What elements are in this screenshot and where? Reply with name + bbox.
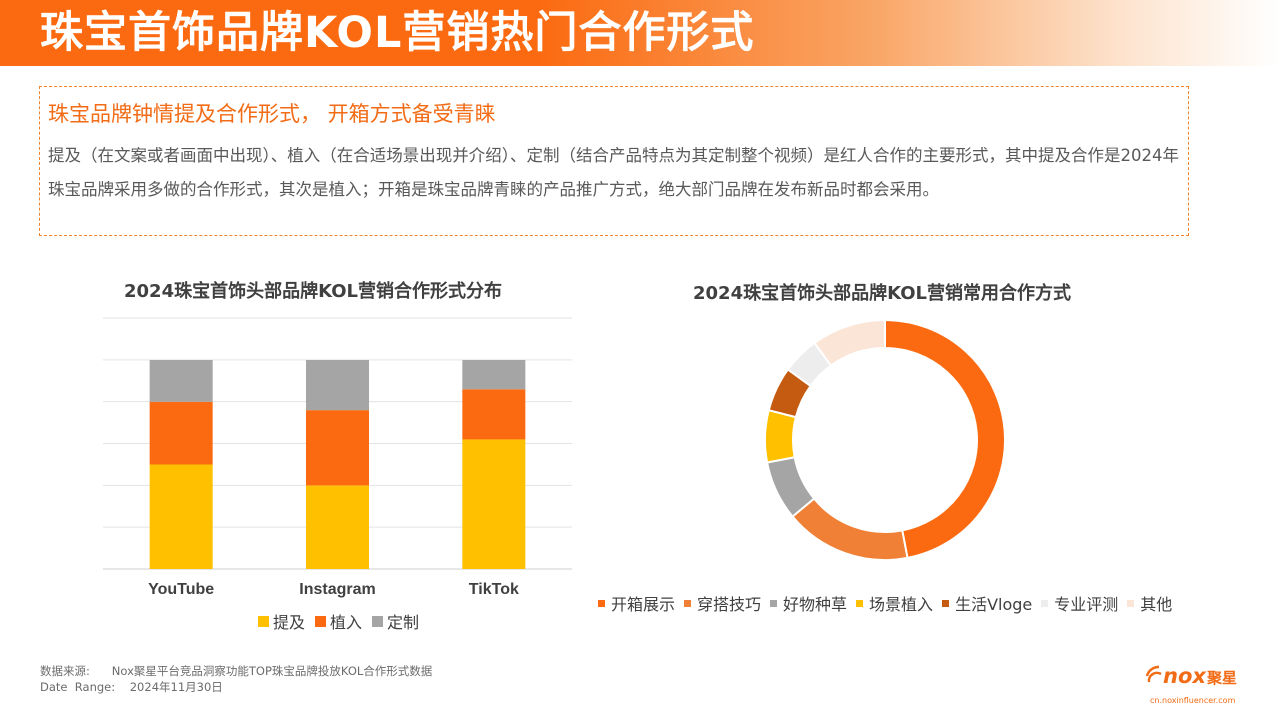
legend-swatch [1127,599,1135,607]
legend-item: 场景植入 [856,591,933,615]
legend-swatch [598,599,605,607]
bar-segment [306,485,369,569]
legend-swatch [372,615,384,627]
footer-source: 数据来源: Nox聚星平台竞品洞察功能TOP珠宝品牌投放KOL合作形式数据 [40,664,433,678]
footer-date-range: Date Range: 2024年11月30日 [40,680,223,694]
nox-logo: nox 聚星 cn.noxinfluencer.com [1145,662,1245,708]
legend-label: 穿搭技巧 [697,595,762,614]
legend-item: 好物种草 [770,591,847,615]
legend-item: 专业评测 [1041,591,1118,615]
logo-brand: 聚星 [1207,669,1238,687]
x-tick-label: TikTok [469,581,519,598]
title-bar: 珠宝首饰品牌KOL营销热门合作形式 [0,0,1280,66]
legend-label: 植入 [330,613,363,632]
legend-label: 场景植入 [869,595,934,614]
legend-swatch [770,599,778,607]
legend-item: 生活Vloge [942,591,1032,615]
donut-slice [791,497,909,561]
donut-chart-title: 2024珠宝首饰头部品牌KOL营销常用合作方式 [693,283,1072,304]
legend-item: 植入 [315,609,362,633]
bar-segment [149,464,213,569]
donut-slice [884,318,1006,560]
legend-swatch [258,615,269,627]
bar-chart-title: 2024珠宝首饰头部品牌KOL营销合作形式分布 [124,281,503,302]
legend-item: 定制 [372,609,419,633]
legend-label: 生活Vloge [955,595,1033,614]
legend-label: 专业评测 [1054,595,1119,614]
legend-swatch [684,599,692,607]
legend-swatch [942,599,950,607]
legend-label: 提及 [273,613,306,632]
summary-box: 珠宝品牌钟情提及合作形式， 开箱方式备受青睐 提及（在文案或者画面中出现）、植入… [39,86,1189,236]
legend-swatch [1041,599,1049,607]
bar-segment [306,360,369,411]
legend-label: 好物种草 [783,595,848,614]
legend-label: 开箱展示 [611,595,676,614]
stacked-bar-chart: YouTube Instagram TikTok [103,317,572,598]
legend-item: 其他 [1127,591,1172,615]
bar-segment [462,439,526,569]
legend-label: 定制 [387,613,420,632]
legend-item: 穿搭技巧 [684,591,761,615]
x-tick-label: YouTube [148,581,214,598]
logo-text: nox [1163,664,1206,688]
bar-segment [306,410,369,486]
bar-segment [149,401,213,465]
bar-segment [149,360,213,402]
summary-heading: 珠宝品牌钟情提及合作形式， 开箱方式备受青睐 [48,102,496,126]
page-title: 珠宝首饰品牌KOL营销热门合作形式 [40,8,755,58]
legend-swatch [315,615,327,627]
bar-chart-legend: 提及 植入 定制 [258,609,429,633]
legend-label: 其他 [1140,595,1173,614]
legend-item: 开箱展示 [598,591,675,615]
donut-slice [764,408,798,464]
bar-segment [462,389,526,440]
bar-segment [462,360,526,390]
x-tick-label: Instagram [299,581,375,598]
legend-item: 提及 [258,609,305,633]
summary-body: 提及（在文案或者画面中出现）、植入（在合适场景出现并介绍）、定制（结合产品特点为… [48,146,1179,199]
legend-swatch [856,599,864,607]
logo-url: cn.noxinfluencer.com [1150,696,1236,705]
donut-chart-legend: 开箱展示 穿搭技巧 好物种草 场景植入 生活Vloge 专业评测 其他 [598,591,1181,615]
signal-icon [1145,665,1162,683]
donut-slice [813,318,886,367]
